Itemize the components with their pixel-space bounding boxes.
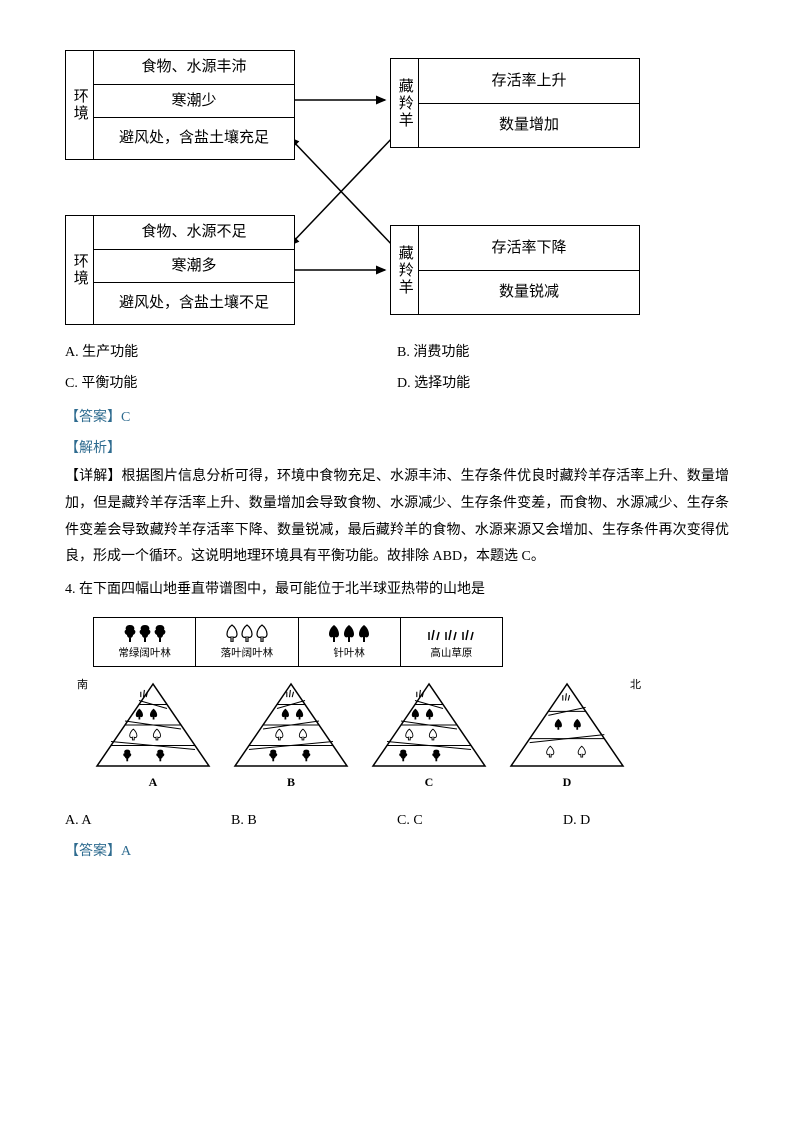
tri-label-c: C (425, 771, 434, 794)
flow-diagram: 环境 食物、水源丰沛 寒潮少 避风处，含盐土壤充足 藏羚羊 存活率上升 数量增加… (65, 50, 645, 330)
detail-label: 【详解】 (65, 469, 122, 484)
q4-text: 4. 在下面四幅山地垂直带谱图中，最可能位于北半球亚热带的山地是 (65, 577, 729, 604)
box3-row2: 避风处，含盐土壤不足 (94, 283, 294, 324)
antelope-label-1: 藏羚羊 (391, 59, 419, 147)
box3-row0: 食物、水源不足 (94, 216, 294, 250)
legend-cell-0: 常绿阔叶林 (94, 618, 196, 666)
box1-row1: 寒潮少 (94, 85, 294, 119)
q3-answer: 【答案】C (65, 405, 729, 432)
analysis-text: 根据图片信息分析可得，环境中食物充足、水源丰沛、生存条件优良时藏羚羊存活率上升、… (65, 469, 729, 564)
antelope-box-bottom: 藏羚羊 存活率下降 数量锐减 (390, 225, 640, 315)
q4-answer-label: 【答案】 (65, 844, 121, 859)
q3-analysis: 【详解】根据图片信息分析可得，环境中食物充足、水源丰沛、生存条件优良时藏羚羊存活… (65, 464, 729, 570)
box4-row1: 数量锐减 (419, 271, 639, 315)
tri-label-d: D (563, 771, 572, 794)
box2-row0: 存活率上升 (419, 59, 639, 104)
legend-icon-2 (328, 622, 370, 642)
q4-opt-b: B. B (231, 808, 397, 835)
env-label-1: 环境 (66, 51, 94, 159)
legend-cell-1: 落叶阔叶林 (196, 618, 298, 666)
antelope-box-top: 藏羚羊 存活率上升 数量增加 (390, 58, 640, 148)
legend-box: 常绿阔叶林 落叶阔叶林 针叶林 高山草原 (93, 617, 503, 667)
legend-label-1: 落叶阔叶林 (221, 644, 274, 664)
q4-answer-value: A (121, 844, 131, 859)
box1-row2: 避风处，含盐土壤充足 (94, 118, 294, 159)
env-box-bottom: 环境 食物、水源不足 寒潮多 避风处，含盐土壤不足 (65, 215, 295, 325)
north-label: 北 (630, 675, 641, 696)
q3-analysis-label: 【解析】 (65, 436, 729, 463)
q4-opt-d: D. D (563, 808, 729, 835)
legend-icon-3 (427, 622, 475, 642)
q3-opt-b: B. 消费功能 (397, 340, 729, 367)
antelope-label-2: 藏羚羊 (391, 226, 419, 314)
env-box-top: 环境 食物、水源丰沛 寒潮少 避风处，含盐土壤充足 (65, 50, 295, 160)
vertical-zone-figure: 常绿阔叶林 落叶阔叶林 针叶林 高山草原 (93, 617, 633, 794)
tri-label-b: B (287, 771, 295, 794)
legend-cell-2: 针叶林 (299, 618, 401, 666)
tri-svg-b (231, 679, 351, 769)
answer-value: C (121, 410, 130, 425)
q3-opt-c: C. 平衡功能 (65, 371, 397, 398)
legend-label-3: 高山草原 (430, 644, 472, 664)
q4-options: A. A B. B C. C D. D (65, 808, 729, 835)
q3-options: A. 生产功能 B. 消费功能 C. 平衡功能 D. 选择功能 (65, 340, 729, 401)
south-label: 南 (77, 675, 88, 696)
tri-label-a: A (149, 771, 158, 794)
triangle-d: D (507, 679, 627, 794)
q4-opt-c: C. C (397, 808, 563, 835)
q3-opt-d: D. 选择功能 (397, 371, 729, 398)
answer-label: 【答案】 (65, 410, 121, 425)
q3-opt-a: A. 生产功能 (65, 340, 397, 367)
env-label-2: 环境 (66, 216, 94, 324)
tri-svg-a (93, 679, 213, 769)
legend-icon-0 (124, 622, 166, 642)
triangles-row: 南 北 A B C D (93, 679, 633, 794)
box3-row1: 寒潮多 (94, 250, 294, 284)
triangle-c: C (369, 679, 489, 794)
box2-row1: 数量增加 (419, 104, 639, 148)
triangle-b: B (231, 679, 351, 794)
triangle-a: A (93, 679, 213, 794)
box1-row0: 食物、水源丰沛 (94, 51, 294, 85)
box4-row0: 存活率下降 (419, 226, 639, 271)
legend-label-2: 针叶林 (333, 644, 365, 664)
q4-opt-a: A. A (65, 808, 231, 835)
q4-answer: 【答案】A (65, 839, 729, 866)
tri-svg-c (369, 679, 489, 769)
legend-icon-1 (226, 622, 268, 642)
legend-label-0: 常绿阔叶林 (118, 644, 171, 664)
legend-cell-3: 高山草原 (401, 618, 502, 666)
tri-svg-d (507, 679, 627, 769)
